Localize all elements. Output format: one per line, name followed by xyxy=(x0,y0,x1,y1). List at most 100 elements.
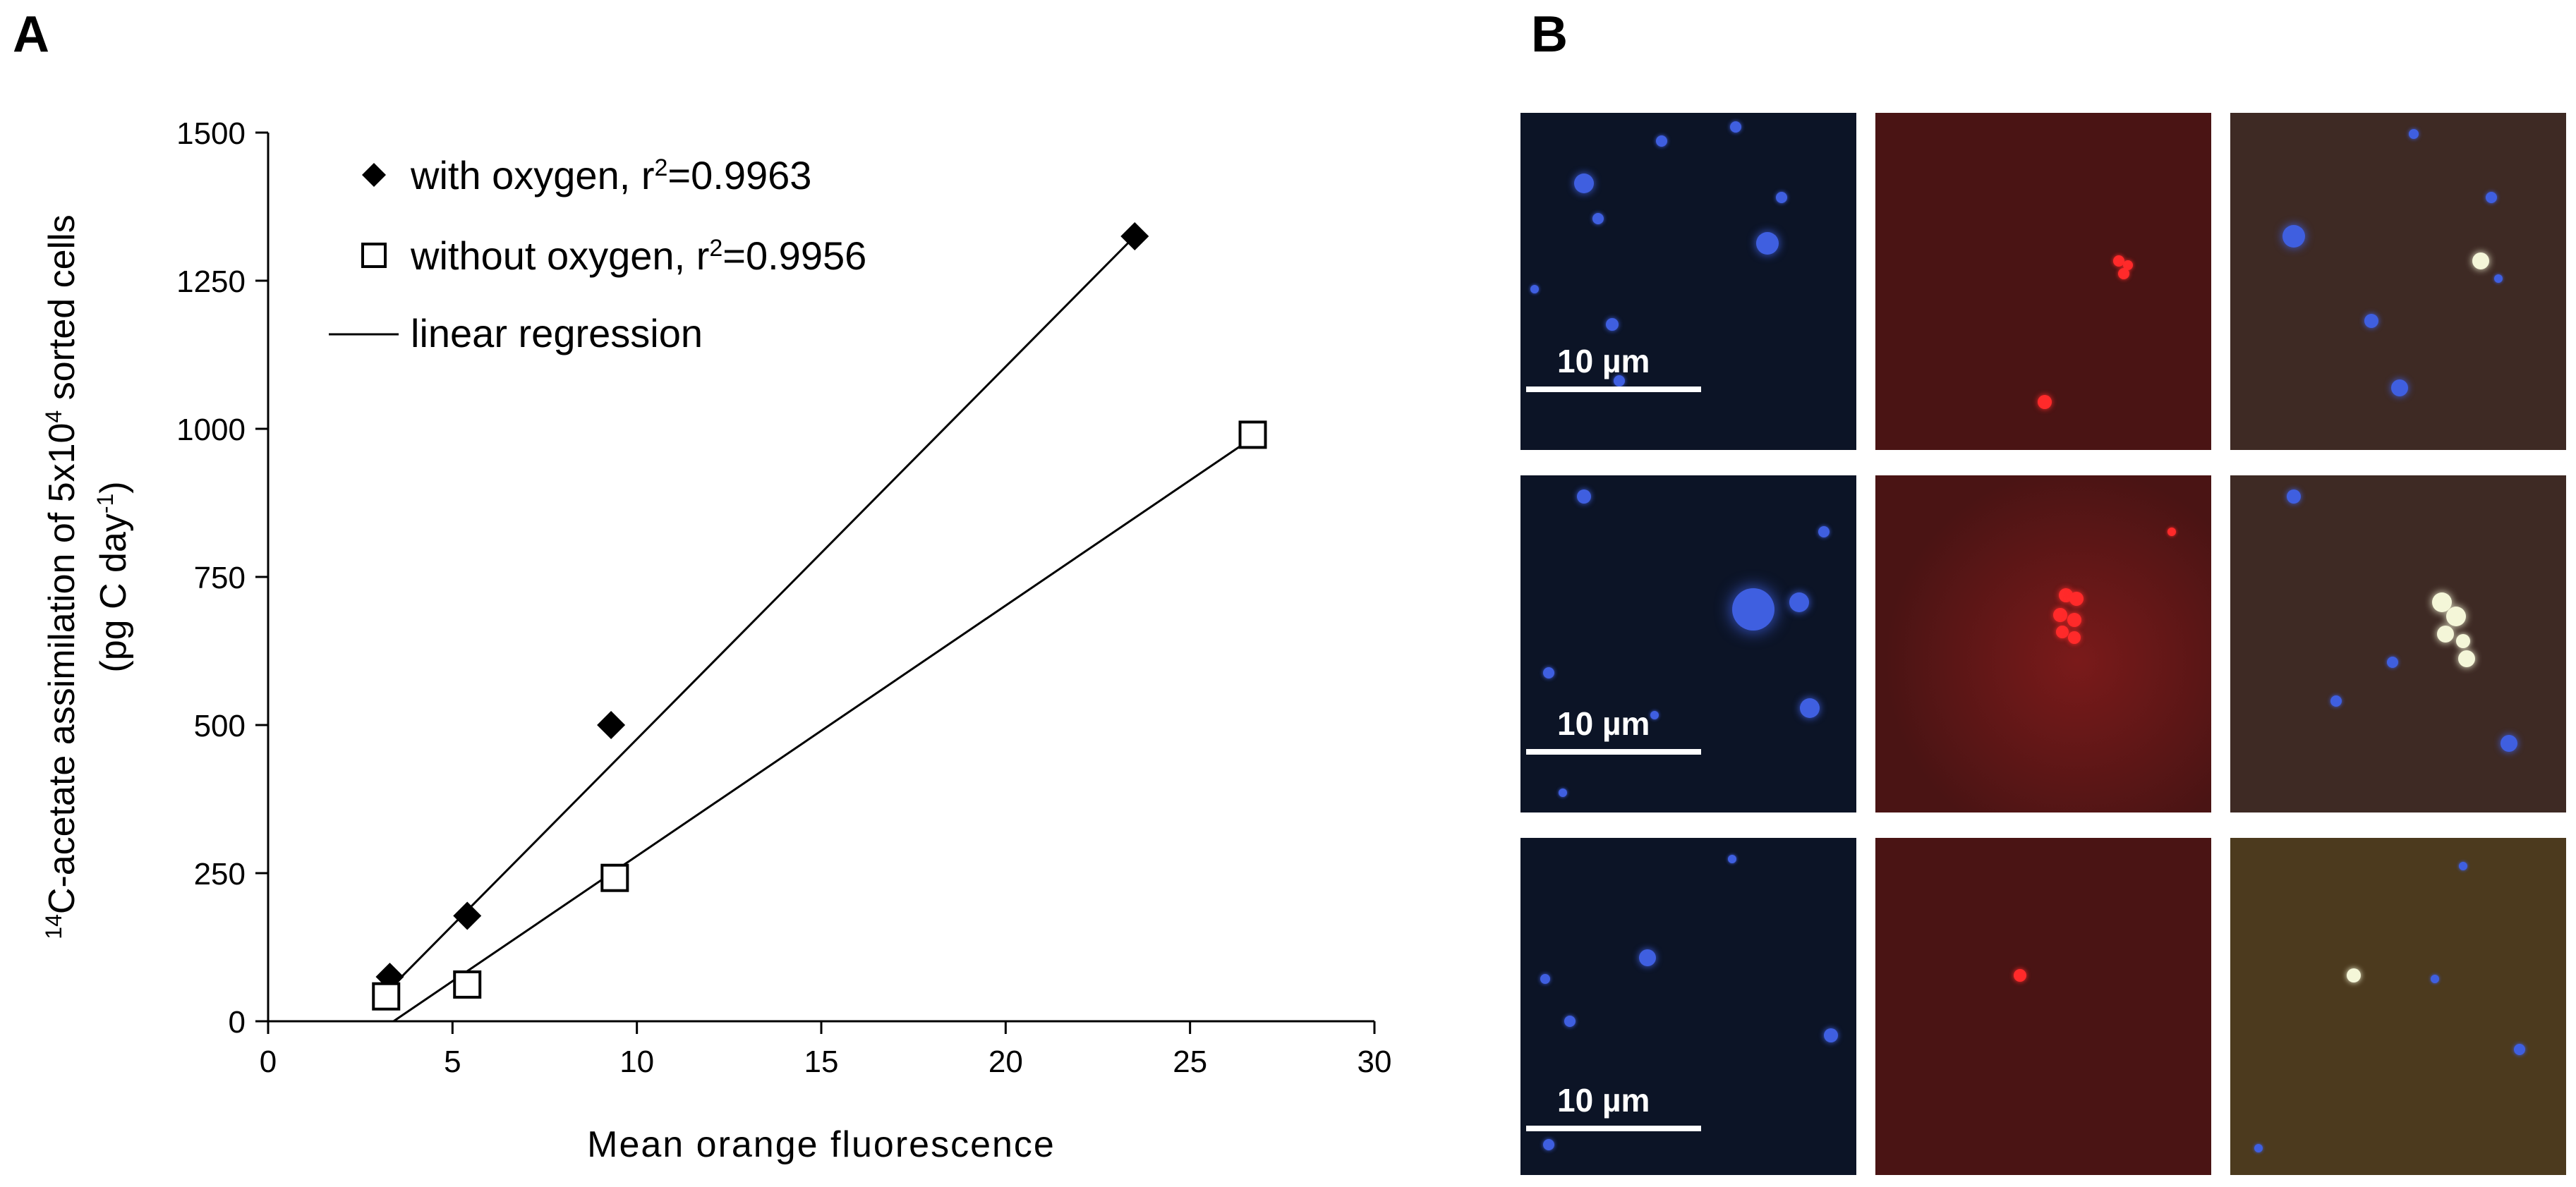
cell-dot xyxy=(1728,855,1736,863)
cell-dot xyxy=(2123,260,2133,270)
legend-label-without-oxygen: without oxygen, r2=0.9956 xyxy=(410,233,866,278)
cell-dot xyxy=(1540,974,1550,984)
point-without-oxygen xyxy=(372,982,401,1011)
cell-dot xyxy=(2501,735,2517,752)
cell-dot xyxy=(1606,318,1619,331)
cell-dot xyxy=(2038,395,2052,409)
cell-dot xyxy=(1639,949,1656,966)
cell-dot xyxy=(2113,255,2124,267)
cell-dot xyxy=(1574,174,1594,193)
panel-letter-a: A xyxy=(13,6,49,63)
panel-letter-b: B xyxy=(1531,6,1568,63)
legend-label-with-oxygen: with oxygen, r2=0.9963 xyxy=(410,153,811,197)
cell-dot xyxy=(2014,969,2026,982)
cell-dot xyxy=(1650,711,1659,719)
cell-dot xyxy=(2167,528,2176,536)
scatter-chart: 0 250 500 750 1000 1250 1500 0 5 10 15 20 25 30 with … xyxy=(41,116,1391,1165)
scale-bar xyxy=(1526,749,1701,755)
y-tick-label: 250 xyxy=(194,857,246,891)
cell-dot xyxy=(1824,1028,1838,1042)
cell-dot xyxy=(2459,862,2467,870)
micrograph-overlay-row2 xyxy=(2230,475,2566,812)
cell-dot xyxy=(1577,489,1591,504)
cell-dot xyxy=(1730,121,1741,133)
point-without-oxygen xyxy=(600,863,629,892)
x-tick-label: 25 xyxy=(1173,1045,1207,1079)
x-tick-label: 5 xyxy=(444,1045,461,1079)
cell-dot xyxy=(2446,607,2466,626)
legend-label-regression: linear regression xyxy=(411,311,703,355)
point-with-oxygen xyxy=(597,711,626,739)
cell-dot xyxy=(1592,213,1604,224)
chart-axes: 0 250 500 750 1000 1250 1500 0 5 10 15 20 25 30 xyxy=(176,116,1391,1079)
micrograph-blue-row1: 10 µm xyxy=(1520,113,1856,450)
y-tick-label: 750 xyxy=(194,561,246,595)
cell-dot xyxy=(2347,968,2361,982)
cell-dot xyxy=(1656,135,1667,147)
cell-dot xyxy=(2364,314,2378,328)
micrograph-red-row1 xyxy=(1875,113,2211,450)
cell-dot xyxy=(2409,129,2419,139)
chart-legend: with oxygen, r2=0.9963 without oxygen, r2… xyxy=(329,153,866,355)
scale-bar-label: 10 µm xyxy=(1557,705,1650,742)
micrograph-blue-row3: 10 µm xyxy=(1520,838,1856,1175)
point-without-oxygen xyxy=(1238,420,1267,449)
cell-dot xyxy=(1732,588,1774,631)
regression-lines xyxy=(389,235,1254,1023)
scale-bar xyxy=(1526,386,1701,392)
cell-dot xyxy=(2514,1044,2525,1055)
point-without-oxygen xyxy=(453,970,482,999)
cell-dot xyxy=(2254,1144,2263,1152)
cell-dot xyxy=(1614,375,1625,386)
point-with-oxygen xyxy=(1120,222,1149,250)
scale-bar-label: 10 µm xyxy=(1557,343,1650,379)
cell-dot xyxy=(2282,225,2305,248)
regression-line xyxy=(389,235,1136,990)
legend-marker-with-oxygen xyxy=(362,163,386,187)
cell-dot xyxy=(2494,274,2503,283)
cell-dot xyxy=(2387,657,2398,668)
cell-dot xyxy=(2330,695,2342,707)
cell-dot xyxy=(2056,626,2069,638)
cell-dot xyxy=(2472,252,2489,269)
cell-dot xyxy=(1818,526,1830,537)
cell-dot xyxy=(1800,698,1820,718)
x-tick-label: 20 xyxy=(988,1045,1023,1079)
cell-dot xyxy=(1530,285,1539,293)
cell-dot xyxy=(2067,613,2081,627)
micrograph-grid: 10 µm 10 µm 10 µm xyxy=(1520,113,2572,1175)
scale-bar-label: 10 µm xyxy=(1557,1082,1650,1119)
cell-dot xyxy=(2456,634,2470,648)
cell-dot xyxy=(1776,192,1787,203)
regression-line xyxy=(392,437,1254,1023)
micrograph-overlay-row3 xyxy=(2230,838,2566,1175)
cell-dot xyxy=(2391,379,2408,396)
y-tick-label: 500 xyxy=(194,709,246,743)
cell-dot xyxy=(2053,608,2067,622)
x-tick-label: 0 xyxy=(260,1045,277,1079)
micrograph-blue-row2: 10 µm xyxy=(1520,475,1856,812)
y-tick-label: 1250 xyxy=(176,264,246,299)
y-tick-label: 0 xyxy=(229,1005,246,1040)
cell-dot xyxy=(2118,268,2129,279)
cell-dot xyxy=(2437,626,2454,643)
y-tick-label: 1000 xyxy=(176,413,246,447)
cell-dot xyxy=(2287,489,2301,504)
cell-dot xyxy=(1543,1139,1554,1150)
cell-dot xyxy=(1756,232,1779,255)
legend-marker-without-oxygen xyxy=(361,243,387,268)
cell-dot xyxy=(2431,975,2439,983)
micrograph-red-row2 xyxy=(1875,475,2211,812)
x-tick-label: 10 xyxy=(619,1045,654,1079)
x-tick-label: 15 xyxy=(804,1045,839,1079)
cell-dot xyxy=(2458,650,2475,667)
cell-dot xyxy=(1543,667,1554,678)
cell-dot xyxy=(1559,789,1567,797)
y-axis-title-line1: 14C-acetate assimilation of 5x104 sorted… xyxy=(41,214,83,939)
scale-bar xyxy=(1526,1126,1701,1131)
point-with-oxygen xyxy=(453,901,482,930)
micrograph-overlay-row1 xyxy=(2230,113,2566,450)
micrograph-red-row3 xyxy=(1875,838,2211,1175)
axis-labels: Mean orange fluorescence 14C-acetate assi… xyxy=(41,214,1056,1165)
x-axis-title: Mean orange fluorescence xyxy=(587,1124,1056,1165)
